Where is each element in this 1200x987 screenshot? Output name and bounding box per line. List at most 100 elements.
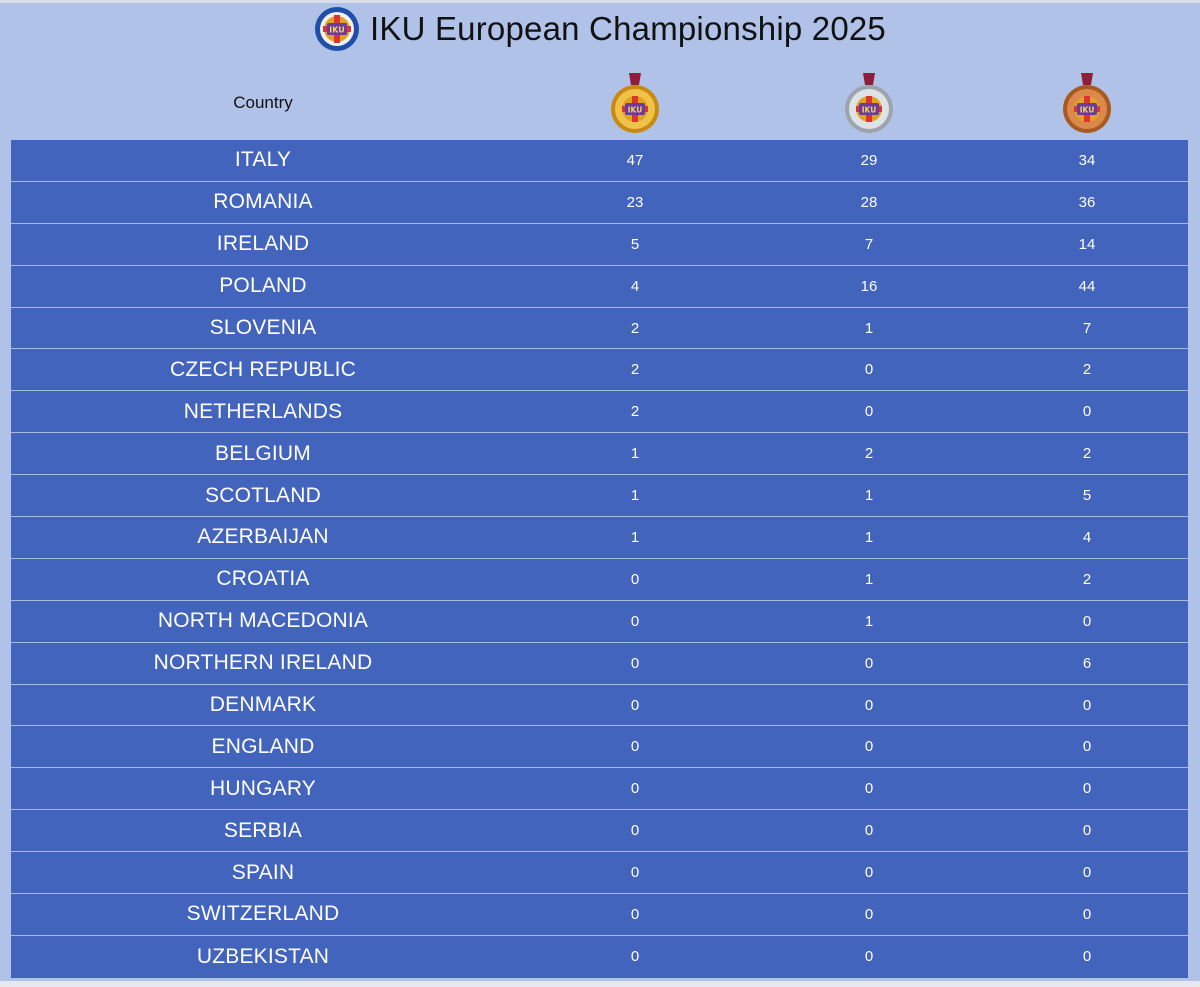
silver-count-cell: 0 — [864, 780, 874, 798]
svg-text:IKU: IKU — [329, 26, 345, 35]
gold-count-cell: 5 — [630, 235, 640, 253]
country-cell: ITALY — [234, 148, 292, 172]
country-cell: SPAIN — [231, 860, 295, 884]
silver-count-cell: 0 — [864, 864, 874, 882]
country-cell: ROMANIA — [213, 190, 313, 214]
svg-text:IKU: IKU — [862, 106, 877, 115]
bronze-count-cell: 0 — [1082, 403, 1092, 421]
silver-count-cell: 2 — [864, 445, 874, 463]
column-header-silver: IKU — [843, 67, 895, 139]
column-header-bronze: IKU — [1061, 67, 1113, 139]
table-row: SPAIN 0 0 0 — [11, 852, 1188, 895]
bronze-count-cell: 0 — [1082, 864, 1092, 882]
country-cell: DENMARK — [209, 693, 317, 717]
bronze-count-cell: 0 — [1082, 738, 1092, 756]
country-cell: CROATIA — [216, 567, 310, 591]
country-cell: AZERBAIJAN — [197, 525, 329, 549]
table-row: UZBEKISTAN 0 0 0 — [11, 936, 1188, 978]
bronze-count-cell: 0 — [1082, 612, 1092, 630]
table-row: ROMANIA 23 28 36 — [11, 182, 1188, 224]
silver-count-cell: 0 — [864, 696, 874, 714]
gold-medal-icon: IKU — [611, 73, 659, 133]
country-cell: POLAND — [219, 274, 307, 298]
page-title: IKU European Championship 2025 — [369, 9, 886, 47]
gold-count-cell: 0 — [630, 570, 640, 588]
silver-count-cell: 0 — [864, 822, 874, 840]
country-cell: SLOVENIA — [209, 316, 317, 339]
silver-count-cell: 1 — [864, 487, 874, 505]
silver-count-cell: 0 — [864, 403, 874, 421]
bronze-count-cell: 7 — [1082, 319, 1092, 337]
gold-count-cell: 0 — [630, 948, 640, 966]
column-header-gold: IKU — [609, 67, 661, 139]
gold-count-cell: 1 — [630, 528, 640, 546]
table-row: BELGIUM 1 2 2 — [11, 433, 1188, 476]
silver-count-cell: 1 — [864, 570, 874, 588]
bronze-count-cell: 4 — [1082, 528, 1092, 546]
gold-count-cell: 4 — [630, 277, 640, 295]
gold-count-cell: 1 — [630, 487, 640, 505]
country-cell: UZBEKISTAN — [196, 944, 330, 968]
country-cell: NETHERLANDS — [183, 399, 343, 423]
silver-count-cell: 28 — [860, 193, 878, 211]
bronze-count-cell: 2 — [1082, 570, 1092, 588]
table-row: SERBIA 0 0 0 — [11, 810, 1188, 853]
svg-text:IKU: IKU — [628, 106, 643, 115]
bronze-count-cell: 0 — [1082, 696, 1092, 714]
gold-count-cell: 0 — [630, 780, 640, 798]
gold-count-cell: 0 — [630, 905, 640, 923]
table-row: ENGLAND 0 0 0 — [11, 726, 1188, 769]
bronze-count-cell: 14 — [1078, 235, 1096, 253]
silver-count-cell: 0 — [864, 361, 874, 379]
gold-count-cell: 23 — [626, 193, 644, 211]
gold-count-cell: 47 — [626, 151, 644, 169]
table-row: NORTH MACEDONIA 0 1 0 — [11, 601, 1188, 643]
gold-count-cell: 0 — [630, 612, 640, 630]
gold-count-cell: 2 — [630, 403, 640, 421]
table-header: Country IKU IKU — [11, 67, 1188, 139]
gold-count-cell: 0 — [630, 864, 640, 882]
table-row: AZERBAIJAN 1 1 4 — [11, 517, 1188, 559]
gold-count-cell: 0 — [630, 696, 640, 714]
country-cell: BELGIUM — [215, 441, 311, 465]
country-cell: NORTH MACEDONIA — [157, 609, 369, 633]
bronze-count-cell: 0 — [1082, 905, 1092, 923]
silver-count-cell: 0 — [864, 948, 874, 966]
country-cell: ENGLAND — [211, 734, 315, 758]
bronze-count-cell: 5 — [1082, 487, 1092, 505]
bronze-count-cell: 34 — [1078, 151, 1096, 169]
bronze-count-cell: 2 — [1082, 445, 1092, 463]
table-row: NETHERLANDS 2 0 0 — [11, 391, 1188, 434]
bronze-count-cell: 2 — [1082, 361, 1092, 379]
gold-count-cell: 0 — [630, 738, 640, 756]
bronze-count-cell: 44 — [1078, 277, 1096, 295]
gold-count-cell: 2 — [630, 361, 640, 379]
gold-count-cell: 0 — [630, 654, 640, 672]
bronze-count-cell: 0 — [1082, 948, 1092, 966]
silver-count-cell: 7 — [864, 235, 874, 253]
iku-logo-icon: IKU — [314, 7, 359, 51]
country-cell: HUNGARY — [209, 776, 317, 800]
bronze-medal-icon: IKU — [1063, 73, 1111, 133]
table-row: CZECH REPUBLIC 2 0 2 — [11, 349, 1188, 392]
title-bar: IKU IKU European Championship 2025 — [0, 3, 1200, 53]
medal-table-body: ITALY 47 29 34 ROMANIA 23 28 36 IRELAND 5 7 14 POLAN… — [11, 140, 1188, 978]
bronze-count-cell: 6 — [1082, 654, 1092, 672]
svg-text:IKU: IKU — [1080, 106, 1095, 115]
silver-count-cell: 0 — [864, 905, 874, 923]
country-cell: NORTHERN IRELAND — [153, 651, 373, 675]
silver-count-cell: 29 — [860, 151, 878, 169]
table-row: ITALY 47 29 34 — [11, 140, 1188, 182]
bronze-count-cell: 36 — [1078, 193, 1096, 211]
silver-count-cell: 0 — [864, 738, 874, 756]
silver-count-cell: 1 — [864, 528, 874, 546]
table-row: CROATIA 0 1 2 — [11, 559, 1188, 601]
bronze-count-cell: 0 — [1082, 822, 1092, 840]
gold-count-cell: 1 — [630, 445, 640, 463]
table-row: IRELAND 5 7 14 — [11, 224, 1188, 266]
bronze-count-cell: 0 — [1082, 780, 1092, 798]
table-row: SCOTLAND 1 1 5 — [11, 475, 1188, 518]
gold-count-cell: 2 — [630, 319, 640, 337]
table-row: NORTHERN IRELAND 0 0 6 — [11, 643, 1188, 685]
